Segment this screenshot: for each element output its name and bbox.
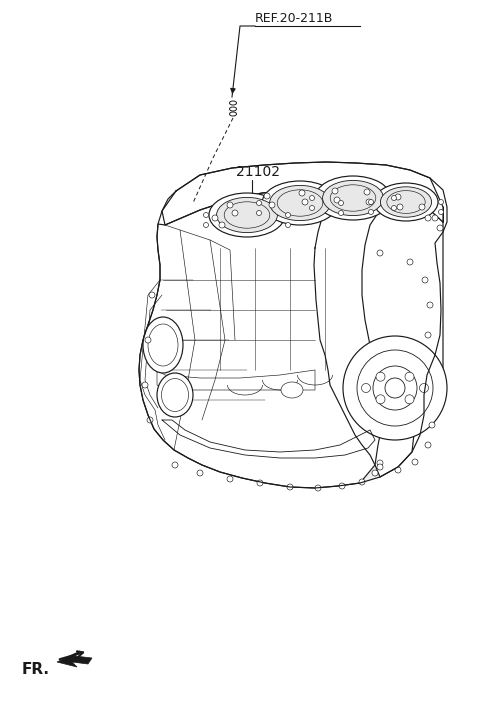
Circle shape (357, 350, 433, 426)
Circle shape (302, 199, 308, 205)
Circle shape (339, 483, 345, 489)
Text: REF.20-211B: REF.20-211B (255, 12, 334, 25)
Circle shape (425, 442, 431, 448)
Circle shape (439, 210, 444, 215)
Ellipse shape (323, 180, 384, 216)
Circle shape (377, 464, 383, 470)
Ellipse shape (216, 198, 277, 233)
Circle shape (405, 395, 414, 404)
Circle shape (376, 395, 385, 404)
Circle shape (392, 195, 396, 200)
Circle shape (232, 210, 238, 216)
Circle shape (369, 210, 373, 215)
Ellipse shape (157, 373, 193, 417)
Circle shape (405, 372, 414, 381)
Ellipse shape (229, 112, 237, 116)
Circle shape (256, 211, 262, 216)
Circle shape (338, 200, 344, 205)
Ellipse shape (270, 185, 330, 221)
Circle shape (257, 480, 263, 486)
Circle shape (412, 459, 418, 465)
Circle shape (204, 213, 208, 218)
Circle shape (172, 462, 178, 468)
Circle shape (425, 215, 431, 221)
Circle shape (212, 215, 218, 221)
Circle shape (395, 194, 401, 200)
Circle shape (332, 188, 338, 194)
Polygon shape (162, 162, 443, 225)
Circle shape (343, 336, 447, 440)
Ellipse shape (374, 183, 438, 221)
Circle shape (299, 190, 305, 196)
Circle shape (264, 193, 270, 199)
Circle shape (369, 200, 373, 205)
Circle shape (256, 200, 262, 205)
Circle shape (385, 378, 405, 398)
Circle shape (197, 470, 203, 476)
Ellipse shape (281, 382, 303, 398)
Circle shape (310, 205, 314, 211)
Circle shape (147, 417, 153, 423)
Circle shape (219, 222, 225, 228)
Circle shape (437, 225, 443, 231)
Circle shape (364, 189, 370, 195)
Circle shape (419, 204, 425, 210)
Circle shape (286, 213, 290, 218)
Circle shape (427, 302, 433, 308)
Circle shape (395, 467, 401, 473)
Ellipse shape (229, 107, 237, 111)
Ellipse shape (209, 193, 285, 237)
Circle shape (377, 460, 383, 466)
Circle shape (429, 422, 435, 428)
Polygon shape (57, 651, 92, 667)
Ellipse shape (229, 101, 237, 105)
Circle shape (377, 250, 383, 256)
Circle shape (204, 223, 208, 228)
Ellipse shape (380, 187, 432, 217)
Text: FR.: FR. (22, 662, 50, 677)
Polygon shape (362, 199, 443, 477)
Ellipse shape (315, 176, 391, 220)
Circle shape (372, 470, 378, 476)
Circle shape (142, 382, 148, 388)
Circle shape (149, 292, 155, 298)
Circle shape (359, 479, 365, 485)
Ellipse shape (143, 317, 183, 373)
Circle shape (439, 200, 444, 205)
Circle shape (145, 337, 151, 343)
Polygon shape (139, 184, 380, 488)
Circle shape (420, 384, 429, 392)
Circle shape (287, 484, 293, 490)
Circle shape (432, 215, 438, 221)
Circle shape (407, 259, 413, 265)
Circle shape (373, 366, 417, 410)
Circle shape (269, 202, 275, 208)
Circle shape (422, 277, 428, 283)
Circle shape (338, 211, 344, 216)
Circle shape (361, 384, 371, 392)
Circle shape (310, 195, 314, 200)
Circle shape (227, 476, 233, 482)
Circle shape (286, 223, 290, 228)
Text: 21102: 21102 (236, 165, 280, 179)
Polygon shape (139, 162, 447, 488)
Circle shape (397, 204, 403, 210)
Polygon shape (139, 188, 375, 488)
Ellipse shape (262, 181, 338, 225)
Circle shape (376, 372, 385, 381)
Circle shape (227, 202, 233, 208)
Circle shape (334, 197, 340, 203)
Circle shape (366, 199, 372, 205)
Circle shape (425, 332, 431, 338)
Circle shape (392, 205, 396, 211)
Circle shape (315, 485, 321, 491)
